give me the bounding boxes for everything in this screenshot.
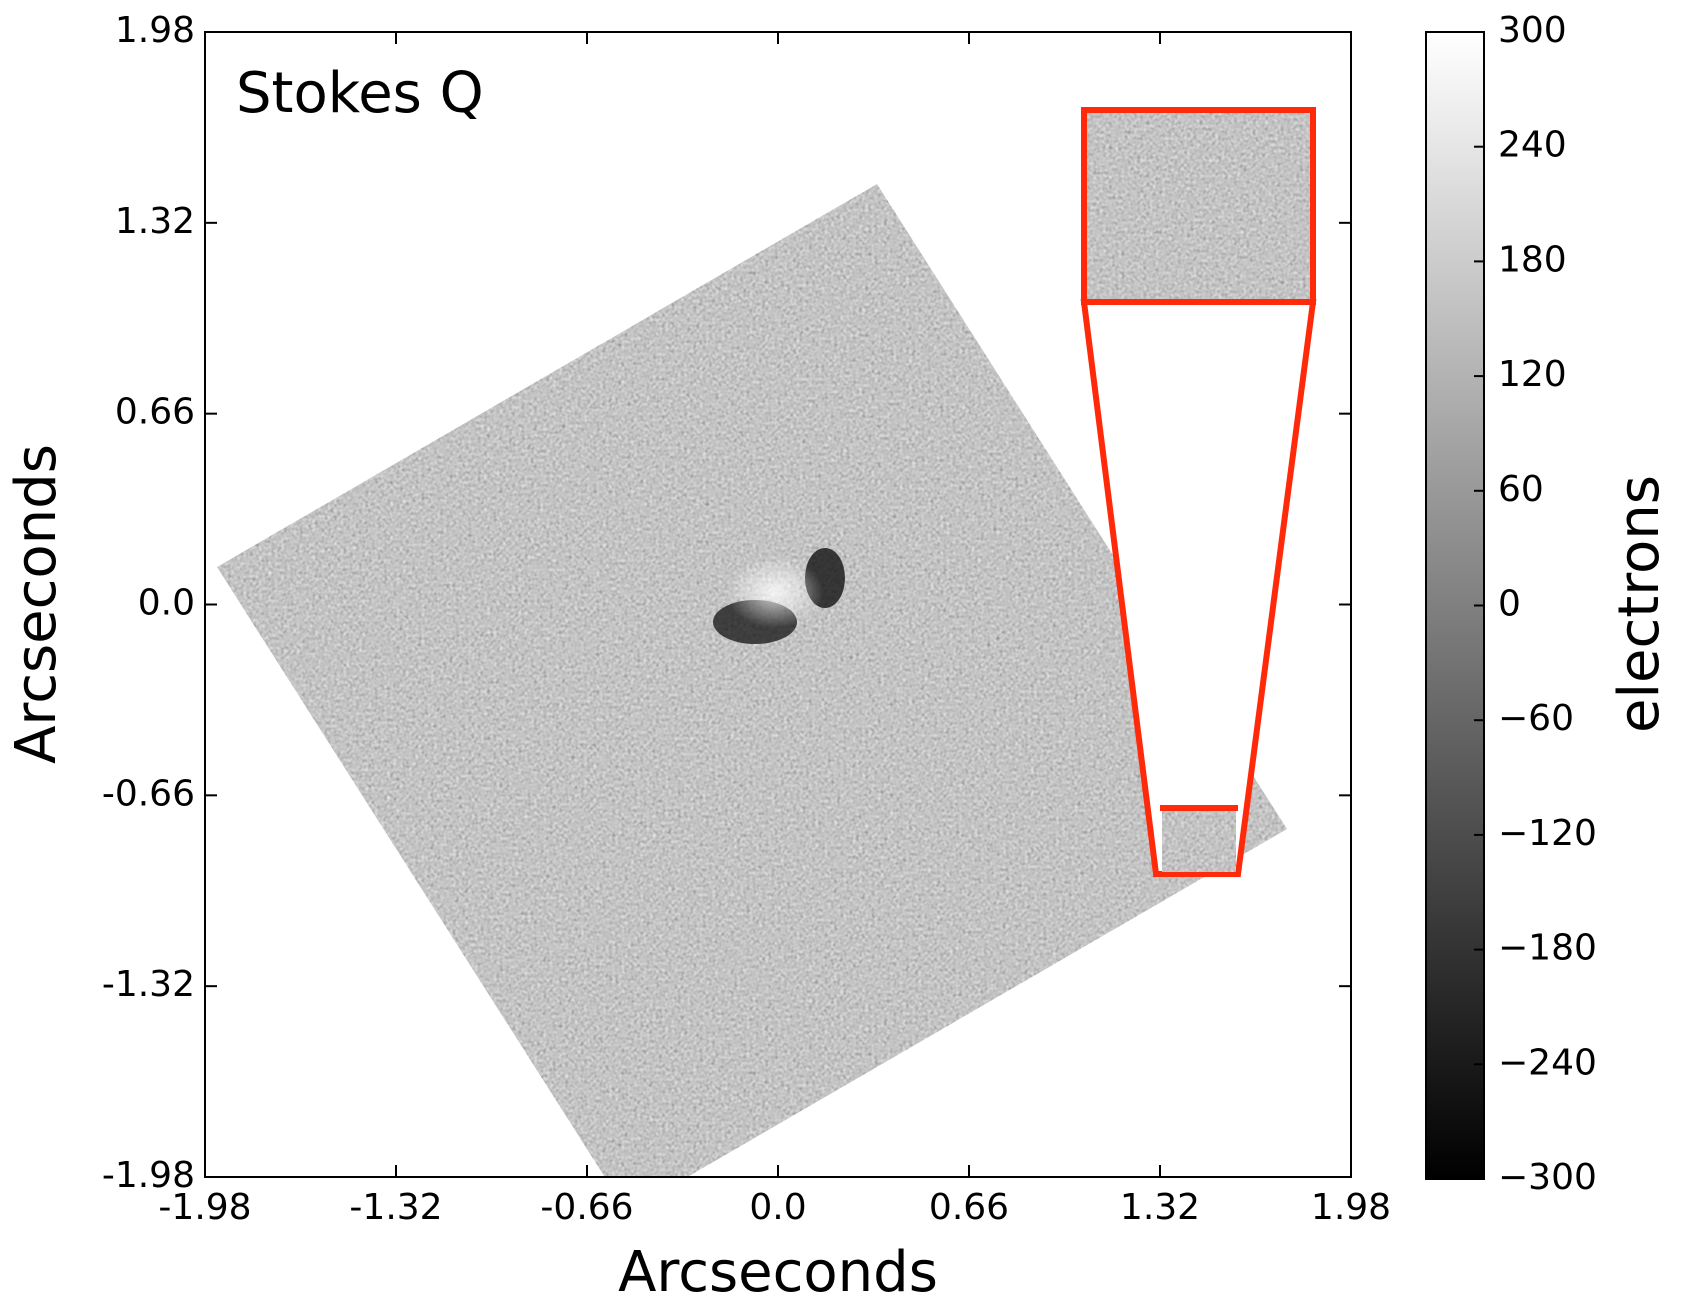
colorbar-tick-label: 0 [1498, 584, 1521, 625]
x-tick-label: 0.66 [929, 1187, 1009, 1228]
colorbar-tick-label: −180 [1498, 928, 1597, 969]
colorbar-tick-label: −120 [1498, 813, 1597, 854]
y-axis-label: Arcseconds [4, 444, 69, 764]
image-layer [217, 184, 1287, 1177]
inset-source [1162, 810, 1236, 872]
y-tick-label: -0.66 [102, 773, 195, 814]
x-tick-label: 1.98 [1311, 1187, 1391, 1228]
x-tick-label: -1.32 [349, 1187, 442, 1228]
colorbar-tick-label: −300 [1498, 1157, 1597, 1198]
image-field [217, 184, 1287, 1177]
y-tick-label: 1.32 [115, 201, 195, 242]
plot-area: Stokes Q Arcseconds Arcseconds -1.98 -1.3… [4, 10, 1391, 1305]
x-tick-label: 0.0 [749, 1187, 806, 1228]
colorbar-tick-label: 60 [1498, 469, 1544, 510]
colorbar-tick-label: 240 [1498, 125, 1567, 166]
y-tick-label: 1.98 [115, 10, 195, 51]
colorbar-tick-label: 120 [1498, 354, 1567, 395]
plot-frame [204, 31, 1352, 1178]
y-tick-label: 0.0 [138, 583, 195, 624]
colorbar-tick-label: 180 [1498, 239, 1567, 280]
x-axis-label: Arcseconds [618, 1240, 938, 1305]
x-tick-label: -1.98 [158, 1187, 251, 1228]
colorbar: electrons −300 −240 −180 −120 −60 0 60 120 180 24… [1425, 10, 1672, 1198]
x-tick-label: 1.32 [1120, 1187, 1200, 1228]
source-bright [727, 556, 823, 628]
colorbar-tick-label: −60 [1498, 698, 1574, 739]
colorbar-tick-label: 300 [1498, 10, 1567, 51]
panel-title: Stokes Q [236, 61, 484, 126]
x-tick-label: -0.66 [540, 1187, 633, 1228]
inset-zoom [1084, 110, 1313, 302]
y-tick-label: -1.98 [102, 1155, 195, 1196]
y-tick-label: 0.66 [115, 392, 195, 433]
colorbar-tick-label: −240 [1498, 1042, 1597, 1083]
y-tick-label: -1.32 [102, 964, 195, 1005]
colorbar-label: electrons [1607, 475, 1672, 733]
inset-zoom-border [1081, 107, 1316, 305]
